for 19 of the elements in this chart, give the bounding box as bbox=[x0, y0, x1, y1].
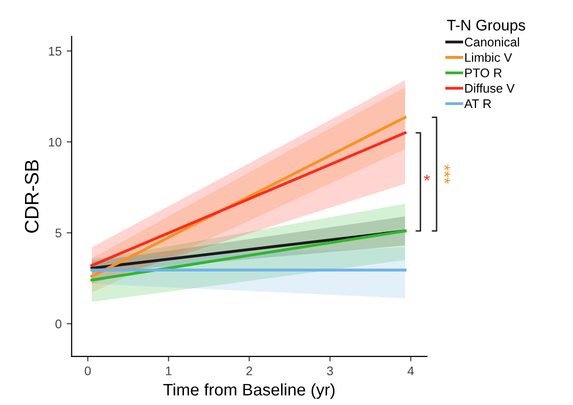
annotation: * bbox=[424, 174, 430, 181]
x-tick-label: 4 bbox=[408, 366, 414, 376]
legend-label: PTO R bbox=[465, 68, 502, 78]
x-tick-label: 0 bbox=[84, 366, 91, 376]
legend-title: T-N Groups bbox=[447, 20, 526, 34]
x-tick-label: 1 bbox=[166, 366, 172, 376]
x-tick-label: 3 bbox=[326, 366, 333, 376]
legend-label: Canonical bbox=[464, 37, 519, 47]
x-tick-label: 2 bbox=[246, 366, 252, 376]
y-tick-label: 5 bbox=[55, 228, 62, 238]
text: *** bbox=[444, 164, 450, 184]
x-axis-title: Time from Baseline (yr) bbox=[163, 383, 334, 399]
legend-label: Limbic V bbox=[465, 52, 512, 62]
y-tick-label: 0 bbox=[55, 319, 62, 328]
legend-label: AT R bbox=[464, 99, 491, 108]
y-axis-title: CDR-SB bbox=[24, 160, 39, 233]
y-tick-label: 10 bbox=[48, 138, 62, 147]
legend-label: Diffuse V bbox=[465, 84, 515, 93]
y-tick-label: 15 bbox=[48, 46, 62, 56]
